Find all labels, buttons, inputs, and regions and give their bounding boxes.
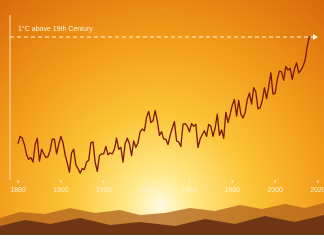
x-axis-title: Year — [154, 199, 172, 209]
temperature-line — [17, 35, 311, 174]
x-tick-label: 1920 — [96, 187, 112, 194]
x-tick-label: 1880 — [10, 187, 26, 194]
x-tick-label: 2020 — [310, 187, 324, 194]
x-tick-label: 1960 — [182, 187, 198, 194]
mountains-near — [0, 215, 324, 235]
x-tick-label: 2000 — [267, 187, 283, 194]
background — [0, 0, 324, 235]
x-tick-label: 1900 — [53, 187, 69, 194]
reference-arrow — [313, 34, 318, 40]
chart: Year 1°C above 19th Century 1880 1900 1920 1… — [0, 0, 324, 235]
x-tick-label: 1980 — [224, 187, 240, 194]
reference-label: 1°C above 19th Century — [18, 25, 93, 33]
x-tick-label: 1940 — [139, 187, 155, 194]
